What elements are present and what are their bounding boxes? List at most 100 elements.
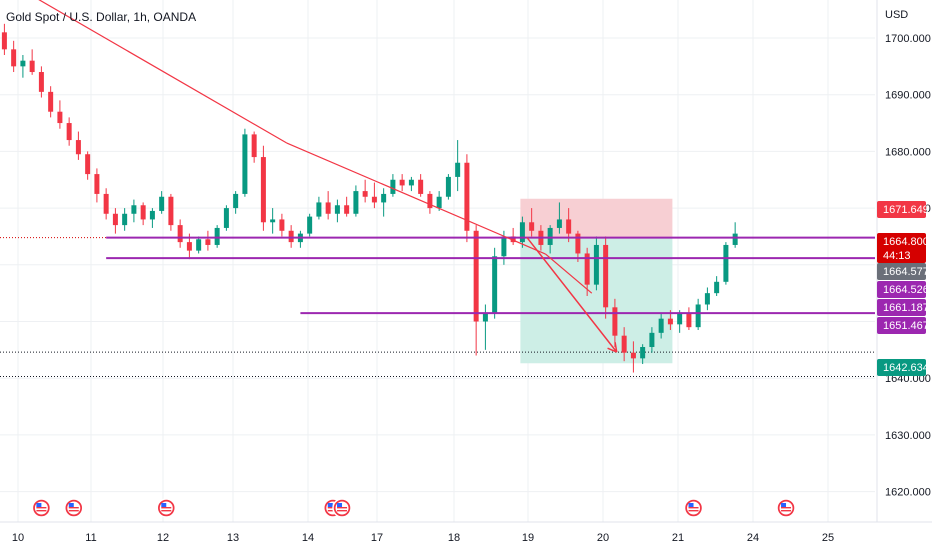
- candle-body: [168, 196, 174, 226]
- economic-event-icon: [776, 498, 796, 518]
- candle-body: [390, 179, 396, 194]
- time-axis-tick: 21: [672, 532, 684, 544]
- economic-event-icon: [332, 498, 352, 518]
- candle-body: [279, 219, 285, 231]
- candle-body: [519, 222, 525, 243]
- price-tag: 1664.526: [877, 281, 929, 298]
- price-tag: 1664.577: [877, 263, 929, 280]
- candle-body: [723, 244, 729, 282]
- candle-body: [260, 157, 266, 223]
- time-axis-tick: 11: [85, 532, 96, 544]
- svg-text:1661.187: 1661.187: [883, 302, 929, 314]
- candle-body: [677, 312, 683, 325]
- candle-body: [399, 179, 405, 186]
- time-axis-tick: 18: [448, 532, 460, 544]
- candle-body: [251, 134, 257, 158]
- candle-body: [667, 318, 673, 325]
- price-tag: 1661.187: [877, 299, 929, 316]
- candle-body: [649, 332, 655, 348]
- svg-text:44:13: 44:13: [883, 250, 911, 262]
- candle-body: [445, 176, 451, 197]
- candle-body: [344, 205, 350, 214]
- candle-body: [48, 91, 54, 112]
- candle-body: [103, 193, 109, 214]
- candle-body: [75, 140, 81, 155]
- candle-body: [575, 233, 581, 254]
- candle-body: [177, 225, 183, 243]
- trendline: [38, 0, 287, 144]
- candle-body: [205, 239, 211, 245]
- candle-body: [325, 202, 331, 214]
- price-tag: 1651.467: [877, 317, 929, 334]
- price-axis-tick: 1680.000: [885, 146, 931, 158]
- time-axis-tick: 17: [371, 532, 383, 544]
- price-axis-tick: 1630.000: [885, 430, 931, 442]
- stop-loss-zone: [520, 198, 673, 238]
- candle-body: [427, 193, 433, 209]
- time-axis-tick: 24: [747, 532, 759, 544]
- svg-text:1664.577: 1664.577: [883, 266, 929, 278]
- economic-event-icon: [156, 498, 177, 518]
- candle-body: [196, 239, 202, 251]
- chart-title: Gold Spot / U.S. Dollar, 1h, OANDA: [6, 10, 196, 24]
- price-tag: 1664.800 44:13: [877, 233, 929, 263]
- price-tag: 1671.649: [877, 201, 929, 218]
- candle-body: [112, 213, 118, 226]
- price-axis-unit: USD: [885, 9, 908, 21]
- candle-body: [122, 213, 128, 226]
- candle-body: [529, 222, 535, 231]
- candle-body: [149, 210, 155, 220]
- candle-body: [714, 281, 720, 294]
- candle-body: [316, 202, 322, 217]
- candle-body: [223, 208, 229, 228]
- candle-body: [270, 219, 276, 223]
- svg-text:1642.634: 1642.634: [883, 362, 929, 374]
- time-axis-tick: 13: [227, 532, 239, 544]
- candle-body: [381, 193, 387, 203]
- svg-text:1664.526: 1664.526: [883, 284, 929, 296]
- candle-body: [140, 205, 146, 220]
- candle-body: [20, 60, 26, 67]
- candle-body: [131, 205, 137, 214]
- arrow-head: [614, 342, 618, 353]
- candle-body: [214, 227, 220, 245]
- candle-body: [658, 318, 664, 333]
- candle-body: [566, 219, 572, 234]
- candle-body: [288, 230, 294, 243]
- trendline: [286, 142, 546, 255]
- candle-body: [242, 134, 248, 194]
- candle-body: [57, 111, 63, 124]
- candle-body: [630, 352, 636, 359]
- candle-body: [695, 304, 701, 328]
- candle-body: [640, 347, 646, 359]
- candle-body: [38, 72, 44, 92]
- price-axis-tick: 1700.000: [885, 33, 931, 45]
- candle-body: [492, 256, 498, 313]
- candle-body: [371, 196, 377, 203]
- time-axis-tick: 14: [302, 532, 314, 544]
- candle-body: [85, 154, 91, 175]
- candle-body: [510, 236, 516, 243]
- time-axis-tick: 20: [597, 532, 609, 544]
- candle-body: [11, 49, 17, 67]
- candle-body: [464, 162, 470, 231]
- time-axis-tick: 19: [522, 532, 534, 544]
- candle-body: [159, 196, 165, 211]
- candle-body: [408, 179, 414, 186]
- economic-event-icon: [64, 498, 84, 518]
- candle-body: [482, 312, 488, 322]
- candle-body: [621, 335, 627, 353]
- time-axis-tick: 10: [12, 532, 24, 544]
- economic-event-icon: [31, 498, 52, 518]
- candle-body: [547, 227, 553, 245]
- candle-body: [307, 216, 313, 234]
- candles: [1, 23, 738, 373]
- candle-body: [353, 191, 359, 214]
- candle-body: [362, 191, 368, 197]
- candle-body: [418, 179, 424, 194]
- candle-body: [593, 244, 599, 285]
- price-axis-tick: 1640.000: [885, 373, 931, 385]
- candle-body: [556, 219, 562, 228]
